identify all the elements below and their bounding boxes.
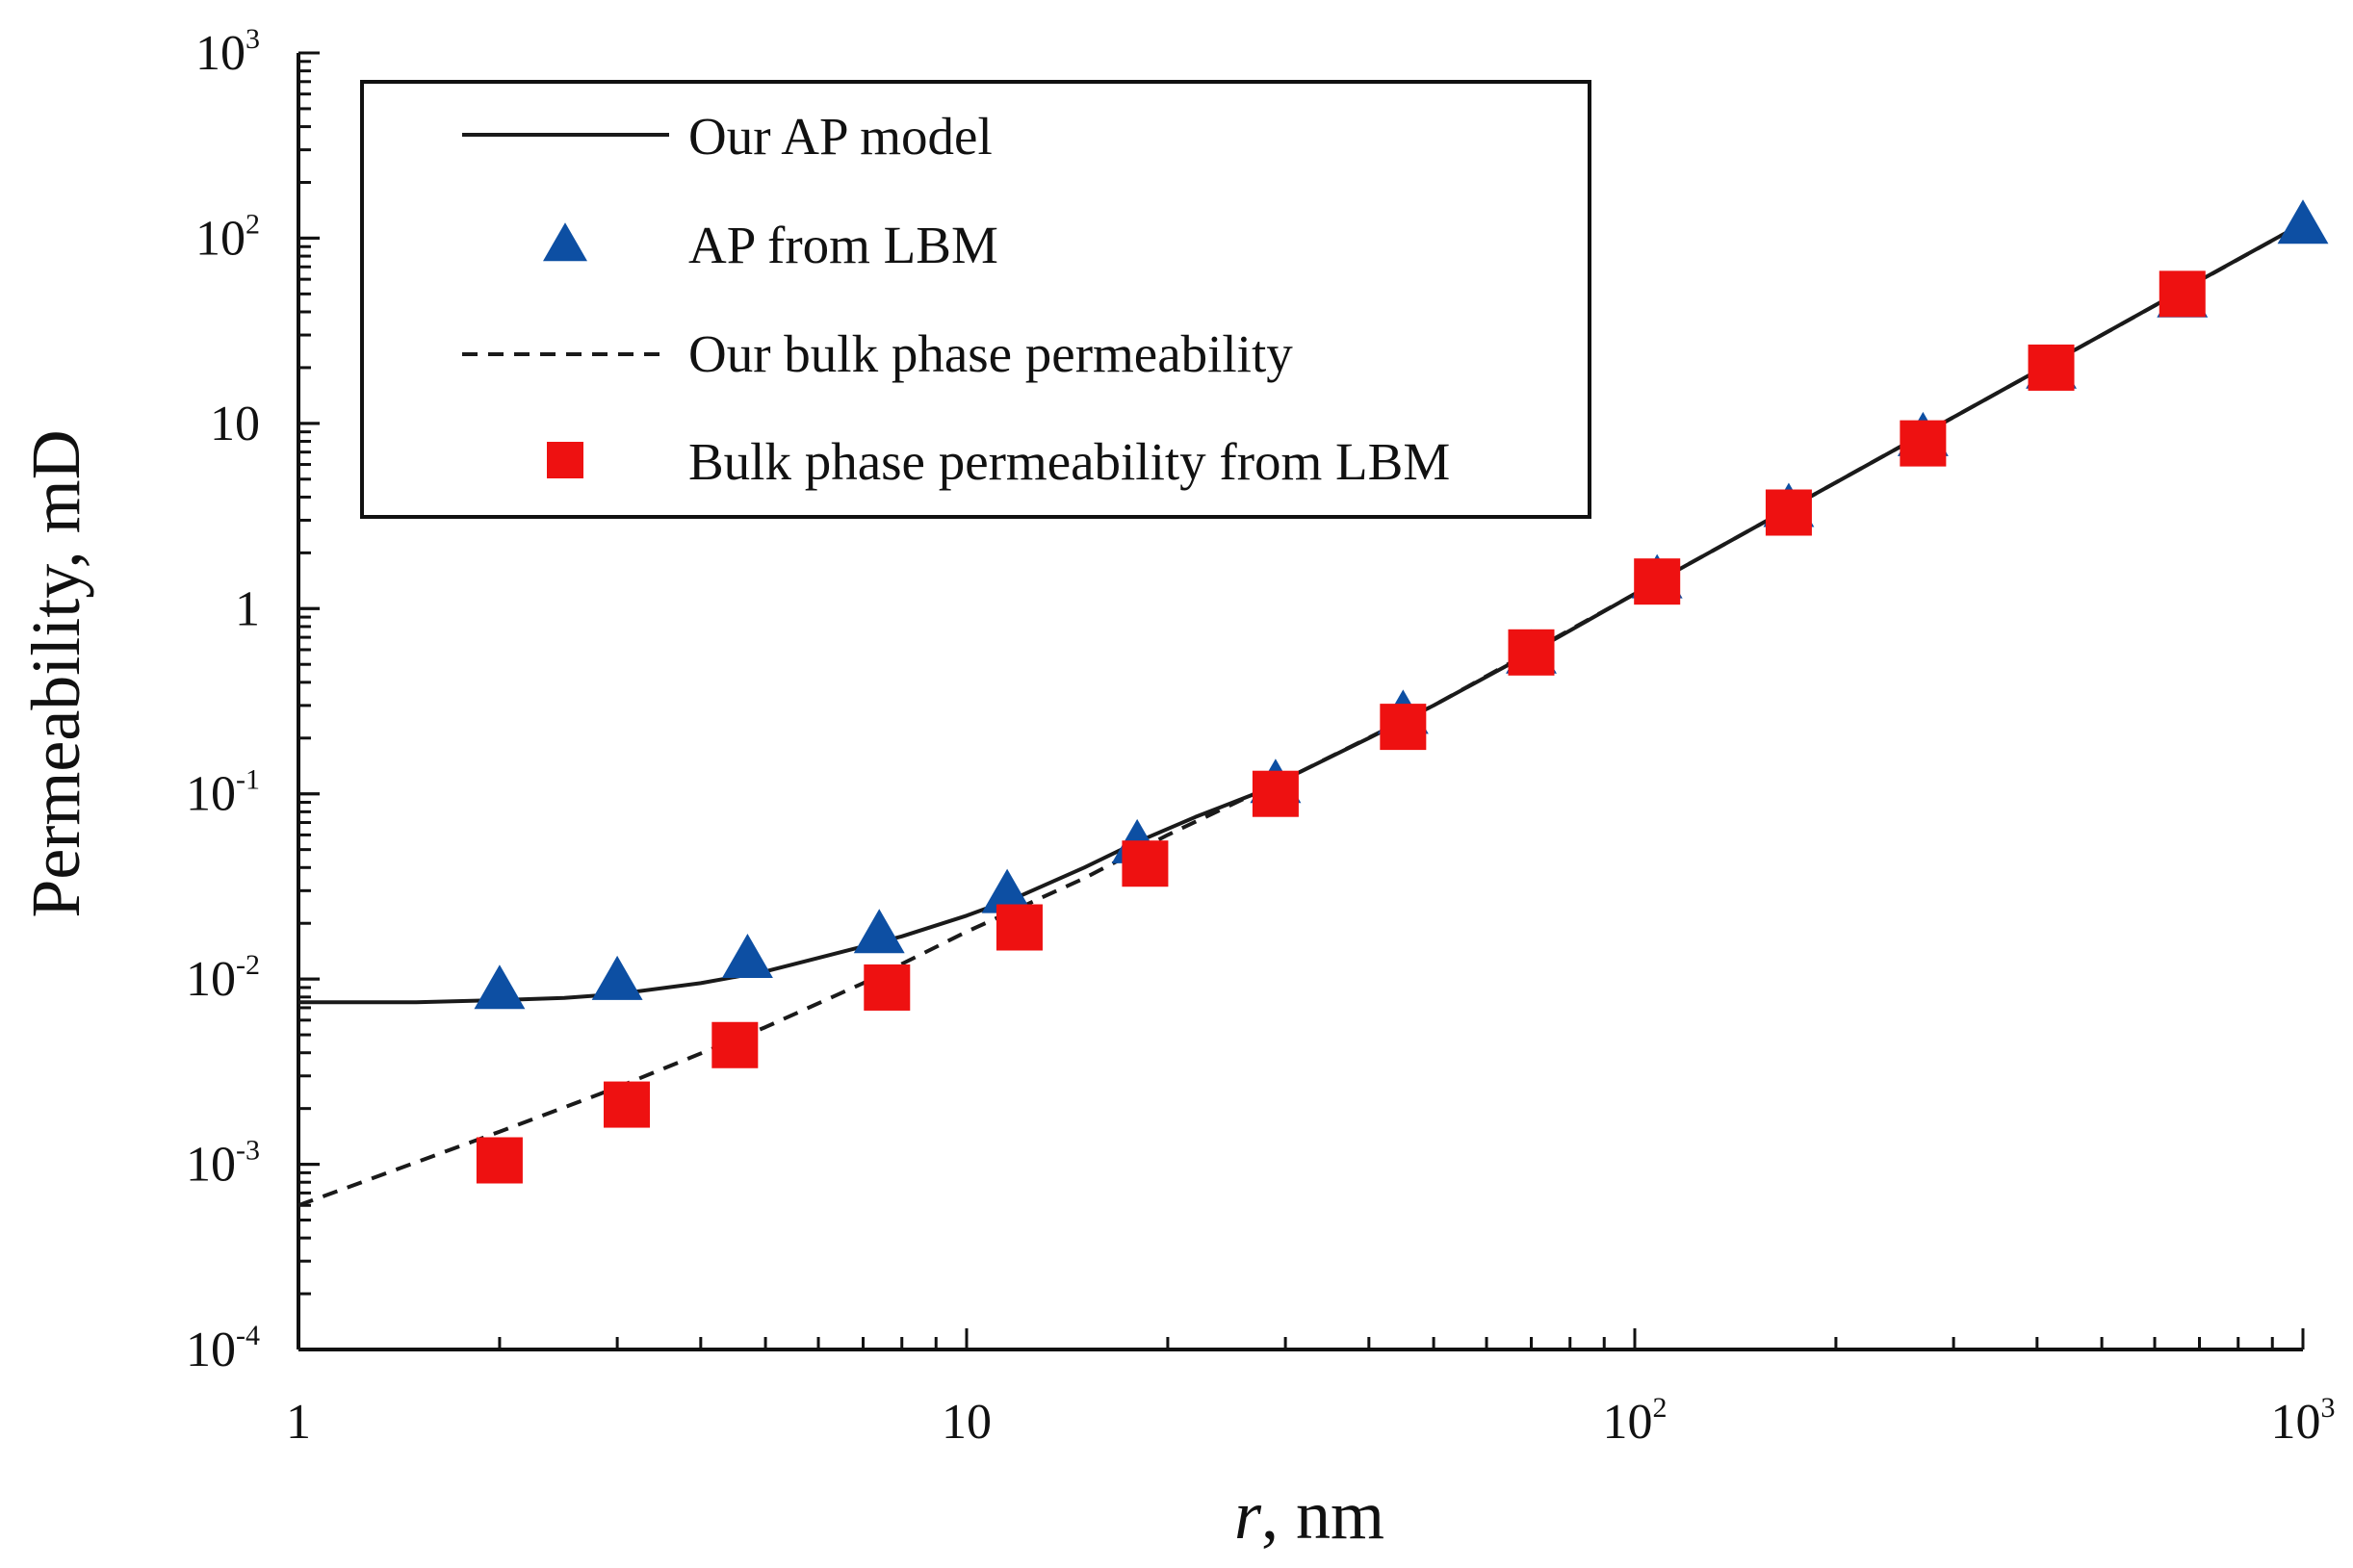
x-tick-label-base: 1 bbox=[286, 1395, 311, 1450]
bulk-lbm-square-marker bbox=[2159, 270, 2206, 318]
legend: Our AP model AP from LBM Our bulk phase … bbox=[360, 80, 1591, 519]
x-axis-title-variable: r bbox=[1234, 1477, 1262, 1554]
ap-lbm-triangle-marker bbox=[2277, 199, 2329, 244]
tick-marks bbox=[297, 51, 2305, 1351]
bulk-lbm-square-marker bbox=[1252, 770, 1299, 817]
bulk-lbm-square-marker bbox=[1380, 704, 1427, 751]
x-tick-label: 103 bbox=[2271, 1392, 2336, 1450]
bulk-lbm-square-marker bbox=[604, 1081, 651, 1128]
x-tick-labels: 1 10 102 103 bbox=[286, 1392, 2336, 1450]
bulk-lbm-square-marker bbox=[1900, 420, 1947, 467]
y-tick-label-exponent: -4 bbox=[236, 1320, 260, 1351]
x-axis-title: r, nm bbox=[1234, 1477, 1384, 1554]
ap-lbm-triangle-marker bbox=[853, 909, 905, 954]
y-tick-label-base: 10 bbox=[186, 767, 236, 822]
bulk-lbm-square-marker bbox=[1634, 558, 1681, 605]
bulk-lbm-square-marker bbox=[864, 964, 911, 1011]
x-tick-label-exponent: 2 bbox=[1653, 1392, 1668, 1424]
legend-swatch-triangle bbox=[543, 222, 587, 262]
x-tick-label-base: 10 bbox=[2271, 1395, 2321, 1450]
x-tick-label-base: 10 bbox=[942, 1395, 992, 1450]
y-tick-label: 10-4 bbox=[186, 1320, 260, 1377]
y-tick-label: 102 bbox=[195, 208, 260, 266]
bulk-lbm-square-marker bbox=[711, 1021, 759, 1068]
ap-lbm-triangle-marker bbox=[474, 964, 526, 1010]
x-tick-label: 102 bbox=[1603, 1392, 1668, 1450]
bulk-lbm-square-marker bbox=[1122, 840, 1169, 887]
y-tick-label-exponent: -2 bbox=[236, 949, 260, 981]
y-tick-label-base: 10 bbox=[186, 1138, 236, 1193]
plot-markers bbox=[474, 199, 2329, 1184]
legend-label-ap-lbm: AP from LBM bbox=[688, 216, 998, 274]
y-tick-label: 1 bbox=[235, 581, 260, 636]
y-tick-label-exponent: 2 bbox=[246, 208, 260, 240]
y-tick-label: 103 bbox=[195, 23, 260, 81]
y-axis-title: Permeability, mD bbox=[17, 429, 94, 917]
bulk-lbm-square-marker bbox=[1508, 629, 1555, 676]
x-tick-label-base: 10 bbox=[1603, 1395, 1653, 1450]
legend-label-ap-model: Our AP model bbox=[688, 107, 993, 166]
y-tick-label-exponent: 3 bbox=[246, 23, 260, 55]
y-tick-label-base: 1 bbox=[235, 581, 260, 636]
bulk-lbm-square-marker bbox=[996, 904, 1043, 951]
legend-label-bulk-model: Our bulk phase permeability bbox=[688, 324, 1293, 383]
y-tick-label-base: 10 bbox=[195, 26, 246, 81]
y-tick-label-base: 10 bbox=[210, 397, 260, 451]
y-tick-label: 10-1 bbox=[186, 764, 260, 822]
y-tick-label-base: 10 bbox=[195, 211, 246, 266]
y-tick-label-base: 10 bbox=[186, 1323, 236, 1377]
legend-swatch-square bbox=[547, 442, 583, 478]
x-axis-title-unit: , nm bbox=[1261, 1477, 1384, 1554]
x-tick-label-exponent: 3 bbox=[2321, 1392, 2336, 1424]
ap-lbm-triangle-marker bbox=[721, 933, 773, 978]
bulk-lbm-square-marker bbox=[2028, 344, 2075, 391]
x-tick-label: 1 bbox=[286, 1395, 311, 1450]
y-tick-label-exponent: -1 bbox=[236, 764, 260, 796]
legend-label-bulk-lbm: Bulk phase permeability from LBM bbox=[688, 432, 1450, 491]
y-tick-label: 10-2 bbox=[186, 949, 260, 1007]
x-tick-label: 10 bbox=[942, 1395, 992, 1450]
bulk-lbm-square-marker bbox=[476, 1137, 523, 1184]
y-tick-label: 10 bbox=[210, 397, 260, 451]
ap-lbm-triangle-marker bbox=[591, 955, 643, 1000]
ap-lbm-triangle-marker bbox=[981, 868, 1033, 913]
y-tick-label-exponent: -3 bbox=[236, 1135, 260, 1167]
y-tick-label-base: 10 bbox=[186, 952, 236, 1007]
y-tick-label: 10-3 bbox=[186, 1135, 260, 1193]
bulk-lbm-square-marker bbox=[1765, 489, 1812, 536]
